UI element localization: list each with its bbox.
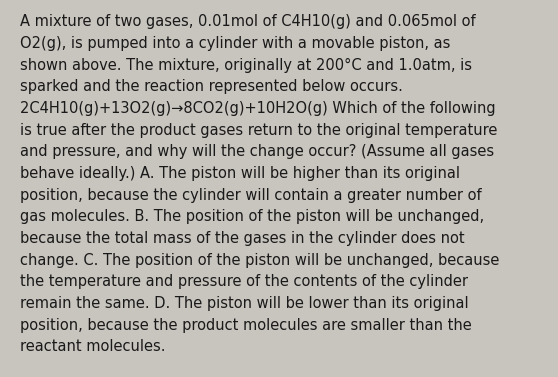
Text: is true after the product gases return to the original temperature: is true after the product gases return t… xyxy=(20,123,497,138)
Text: and pressure, and why will the change occur? (Assume all gases: and pressure, and why will the change oc… xyxy=(20,144,494,159)
Text: remain the same. D. The piston will be lower than its original: remain the same. D. The piston will be l… xyxy=(20,296,468,311)
Text: shown above. The mixture, originally at 200°C and 1.0atm, is: shown above. The mixture, originally at … xyxy=(20,58,472,73)
Text: change. C. The position of the piston will be unchanged, because: change. C. The position of the piston wi… xyxy=(20,253,499,268)
Text: 2C4H10(g)+13O2(g)→8CO2(g)+10H2O(g) Which of the following: 2C4H10(g)+13O2(g)→8CO2(g)+10H2O(g) Which… xyxy=(20,101,495,116)
Text: gas molecules. B. The position of the piston will be unchanged,: gas molecules. B. The position of the pi… xyxy=(20,210,484,224)
Text: position, because the cylinder will contain a greater number of: position, because the cylinder will cont… xyxy=(20,188,481,203)
Text: O2(g), is pumped into a cylinder with a movable piston, as: O2(g), is pumped into a cylinder with a … xyxy=(20,36,450,51)
Text: position, because the product molecules are smaller than the: position, because the product molecules … xyxy=(20,318,472,333)
Text: sparked and the reaction represented below occurs.: sparked and the reaction represented bel… xyxy=(20,80,402,94)
Text: A mixture of two gases, 0.01mol of C4H10(g) and 0.065mol of: A mixture of two gases, 0.01mol of C4H10… xyxy=(20,14,475,29)
Text: behave ideally.) A. The piston will be higher than its original: behave ideally.) A. The piston will be h… xyxy=(20,166,460,181)
Text: reactant molecules.: reactant molecules. xyxy=(20,340,165,354)
Text: because the total mass of the gases in the cylinder does not: because the total mass of the gases in t… xyxy=(20,231,464,246)
Text: the temperature and pressure of the contents of the cylinder: the temperature and pressure of the cont… xyxy=(20,274,468,290)
